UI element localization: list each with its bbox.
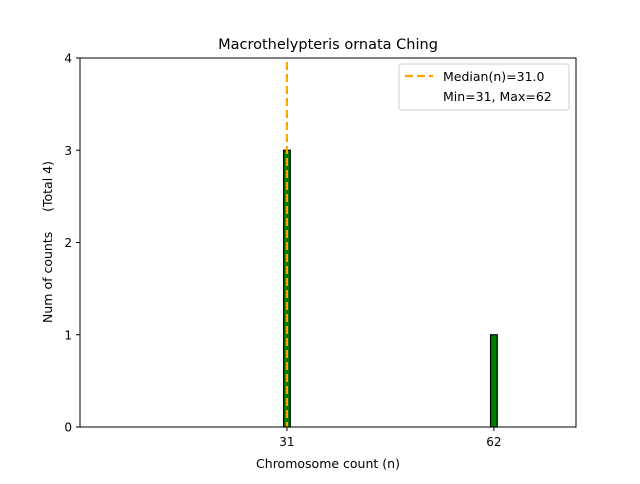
legend: Median(n)=31.0 Min=31, Max=62 [398,63,570,111]
chart-title: Macrothelypteris ornata Ching [218,37,438,53]
y-tick-label: 1 [64,328,72,342]
legend-box [398,63,570,111]
y-tick-label: 3 [64,144,72,158]
y-tick-label: 4 [64,52,72,66]
x-tick-label: 31 [279,435,294,449]
bar [283,149,291,428]
legend-entry-median: Median(n)=31.0 [443,69,544,84]
y-tick-label: 2 [64,236,72,250]
legend-entry-minmax: Min=31, Max=62 [443,89,552,104]
axes-frame [79,57,577,428]
bar [489,334,498,428]
y-axis-label: Num of counts (Total 4) [40,161,55,323]
x-axis-label: Chromosome count (n) [256,456,400,471]
y-tick-label: 0 [64,421,72,435]
x-tick-label: 62 [486,435,501,449]
